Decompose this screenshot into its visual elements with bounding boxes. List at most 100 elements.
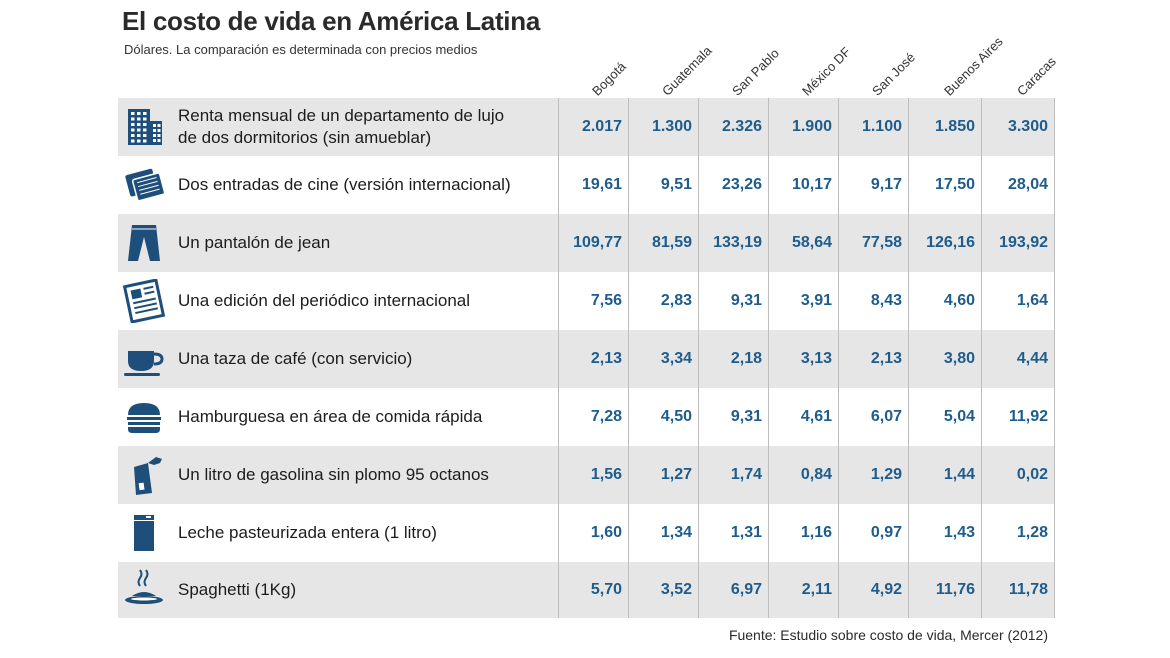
column-divider bbox=[1054, 98, 1055, 618]
table-row: Hamburguesa en área de comida rápida 7,28… bbox=[118, 388, 1054, 446]
value-cell: 58,64 bbox=[791, 234, 832, 251]
hamburger-icon bbox=[122, 395, 166, 439]
source-note: Fuente: Estudio sobre costo de vida, Mer… bbox=[728, 627, 1048, 643]
value-cell: 11,76 bbox=[935, 581, 975, 598]
value-cell: 1.100 bbox=[861, 118, 902, 135]
value-cell: 109,77 bbox=[573, 234, 622, 251]
value-cell: 8,43 bbox=[870, 292, 902, 309]
value-cell: 1.300 bbox=[651, 118, 692, 135]
spaghetti-plate-icon bbox=[122, 568, 166, 612]
column-divider bbox=[628, 98, 629, 618]
row-label: Hamburguesa en área de comida rápida bbox=[178, 407, 483, 426]
value-cell: 3,80 bbox=[943, 350, 975, 367]
chart-subtitle: Dólares. La comparación es determinada c… bbox=[124, 42, 478, 57]
value-cell: 1,28 bbox=[1016, 524, 1048, 541]
value-cell: 1.850 bbox=[934, 118, 975, 135]
value-cell: 81,59 bbox=[651, 234, 692, 251]
row-label: Spaghetti (1Kg) bbox=[178, 580, 297, 599]
value-cell: 17,50 bbox=[934, 176, 975, 193]
value-cell: 11,78 bbox=[1008, 581, 1048, 598]
row-label: Una edición del periódico internacional bbox=[178, 291, 471, 310]
value-cell: 1,56 bbox=[590, 466, 622, 483]
value-cell: 7,28 bbox=[590, 408, 622, 425]
value-cell: 193,92 bbox=[999, 234, 1048, 251]
value-cell: 7,56 bbox=[590, 292, 622, 309]
cost-table: Renta mensual de un departamento de lujo… bbox=[118, 98, 1054, 618]
value-cell: 28,04 bbox=[1007, 176, 1048, 193]
value-cell: 2,13 bbox=[870, 350, 902, 367]
value-cell: 1,34 bbox=[660, 524, 692, 541]
value-cell: 1,43 bbox=[943, 524, 975, 541]
chart-title: El costo de vida en América Latina bbox=[122, 6, 540, 36]
table-row: Una taza de café (con servicio) 2,13 3,34 2… bbox=[118, 330, 1054, 388]
value-cell: 6,97 bbox=[730, 581, 762, 598]
value-cell: 9,17 bbox=[870, 176, 902, 193]
value-cell: 1,44 bbox=[943, 466, 975, 483]
value-cell: 1,60 bbox=[590, 524, 622, 541]
column-headers: Bogotá Guatemala San Pablo México DF San Jos… bbox=[0, 0, 1170, 100]
value-cell: 4,92 bbox=[870, 581, 902, 598]
row-label-line: Renta mensual de un departamento de lujo bbox=[178, 106, 505, 125]
column-divider bbox=[908, 98, 909, 618]
value-cell: 1,74 bbox=[730, 466, 762, 483]
table-row: Dos entradas de cine (versión internacio… bbox=[118, 156, 1054, 214]
value-cell: 0,97 bbox=[870, 524, 902, 541]
column-header: Caracas bbox=[1013, 53, 1059, 99]
milk-carton-icon bbox=[122, 511, 166, 555]
column-divider bbox=[698, 98, 699, 618]
value-cell: 126,16 bbox=[926, 234, 975, 251]
value-cell: 1,16 bbox=[800, 524, 832, 541]
value-cell: 9,31 bbox=[730, 292, 762, 309]
value-cell: 3,34 bbox=[660, 350, 692, 367]
value-cell: 77,58 bbox=[861, 234, 902, 251]
row-label-line: de dos dormitorios (sin amueblar) bbox=[178, 128, 432, 147]
value-cell: 3,91 bbox=[800, 292, 832, 309]
value-cell: 4,44 bbox=[1016, 350, 1048, 367]
value-cell: 2,11 bbox=[801, 581, 832, 598]
value-cell: 0,02 bbox=[1016, 466, 1048, 483]
value-cell: 4,61 bbox=[800, 408, 832, 425]
newspaper-icon bbox=[122, 278, 166, 324]
row-label: Un litro de gasolina sin plomo 95 octano… bbox=[178, 465, 489, 484]
value-cell: 1.900 bbox=[791, 118, 832, 135]
value-cell: 1,64 bbox=[1016, 292, 1048, 309]
value-cell: 3,52 bbox=[660, 581, 692, 598]
value-cell: 10,17 bbox=[791, 176, 832, 193]
value-cell: 5,04 bbox=[943, 408, 975, 425]
value-cell: 3,13 bbox=[800, 350, 832, 367]
building-icon bbox=[122, 105, 166, 149]
table-row: Un litro de gasolina sin plomo 95 octano… bbox=[118, 446, 1054, 504]
cinema-tickets-icon bbox=[122, 163, 166, 207]
value-cell: 11,92 bbox=[1008, 408, 1048, 425]
value-cell: 2,83 bbox=[660, 292, 692, 309]
value-cell: 2,18 bbox=[730, 350, 762, 367]
value-cell: 4,60 bbox=[943, 292, 975, 309]
value-cell: 2.017 bbox=[581, 118, 622, 135]
column-header: México DF bbox=[799, 44, 854, 99]
value-cell: 5,70 bbox=[590, 581, 622, 598]
row-label: Leche pasteurizada entera (1 litro) bbox=[178, 523, 437, 542]
value-cell: 23,26 bbox=[721, 176, 762, 193]
table-row: Un pantalón de jean 109,77 81,59 133,19 58,6… bbox=[118, 214, 1054, 272]
column-header: San Pablo bbox=[729, 45, 783, 99]
table-row: Spaghetti (1Kg) 5,70 3,52 6,97 2,11 4,92 11,76… bbox=[118, 562, 1054, 618]
column-header: Bogotá bbox=[589, 58, 629, 99]
value-cell: 1,29 bbox=[870, 466, 902, 483]
value-cell: 4,50 bbox=[660, 408, 692, 425]
column-header: Guatemala bbox=[659, 43, 715, 99]
row-label: Una taza de café (con servicio) bbox=[178, 349, 413, 368]
table-row: Una edición del periódico internacional 7… bbox=[118, 272, 1054, 330]
jeans-icon bbox=[122, 221, 166, 265]
column-divider bbox=[558, 98, 559, 618]
table-row: Renta mensual de un departamento de lujo… bbox=[118, 98, 1054, 156]
column-divider bbox=[838, 98, 839, 618]
row-label: Renta mensual de un departamento de lujo… bbox=[178, 105, 558, 149]
column-header: Buenos Aires bbox=[940, 33, 1006, 99]
value-cell: 9,51 bbox=[660, 176, 692, 193]
value-cell: 9,31 bbox=[730, 408, 762, 425]
column-divider bbox=[981, 98, 982, 618]
table-row: Leche pasteurizada entera (1 litro) 1,60 1… bbox=[118, 504, 1054, 562]
row-label: Un pantalón de jean bbox=[178, 233, 331, 252]
value-cell: 133,19 bbox=[713, 234, 762, 251]
column-divider bbox=[768, 98, 769, 618]
